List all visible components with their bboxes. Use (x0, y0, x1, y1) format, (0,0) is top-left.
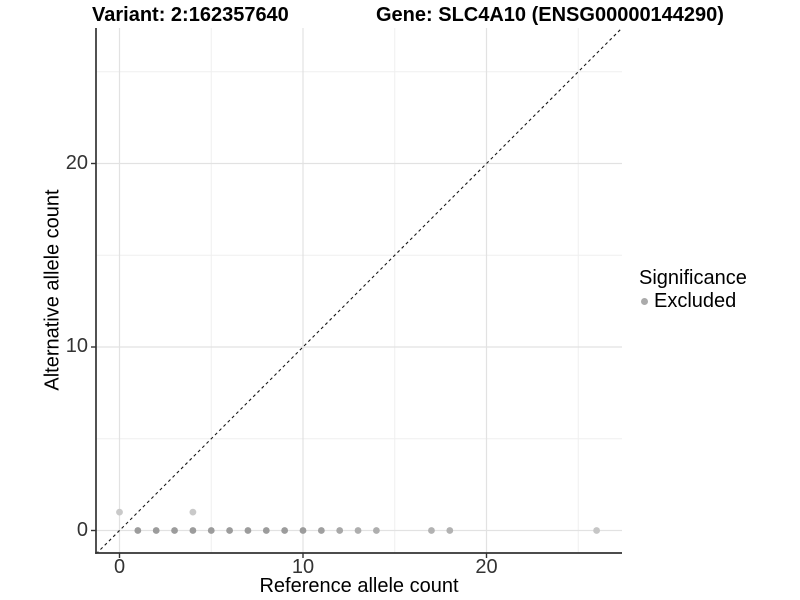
data-point (262, 527, 270, 534)
data-point (354, 527, 362, 534)
legend-item-excluded: Excluded (641, 290, 736, 313)
data-point (226, 527, 234, 534)
x-tick-label-20: 20 (475, 556, 498, 578)
data-point (171, 527, 178, 534)
x-axis-title: Reference allele count (259, 575, 459, 597)
data-point (428, 527, 435, 534)
y-axis-title: Alternative allele count (41, 189, 64, 391)
data-point (317, 527, 325, 534)
legend-item-label: Excluded (654, 290, 737, 312)
x-tick-label-10: 10 (291, 556, 315, 578)
data-point (207, 527, 215, 534)
data-point (593, 527, 600, 534)
data-point (446, 527, 454, 534)
data-point (189, 508, 197, 516)
plot-title-variant: Variant: 2:162357640 (92, 4, 289, 26)
legend-title: Significance (639, 267, 747, 289)
plot-title-gene: Gene: SLC4A10 (ENSG00000144290) (376, 4, 724, 26)
data-point (152, 527, 160, 534)
data-point (281, 527, 289, 534)
data-point (373, 527, 380, 534)
y-tick-label-10: 10 (65, 335, 88, 357)
data-point (336, 527, 344, 534)
y-tick-label-0: 0 (76, 519, 88, 541)
data-point (189, 527, 197, 534)
data-point (244, 527, 252, 534)
data-point (299, 527, 307, 534)
legend-key-dot (641, 298, 648, 305)
x-tick-label-0: 0 (113, 556, 126, 578)
identity-line (96, 28, 622, 553)
y-tick-label-20: 20 (65, 152, 88, 174)
data-point (134, 527, 142, 534)
data-point (116, 508, 123, 516)
